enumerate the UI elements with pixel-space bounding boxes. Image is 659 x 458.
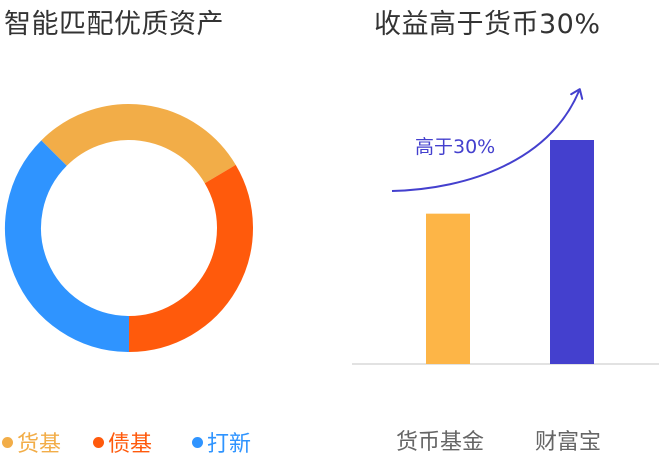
legend-dot-icon [2, 436, 13, 448]
bar-huobi-jijin [426, 213, 470, 364]
x-tick-label: 财富宝 [535, 430, 602, 455]
donut-slice-zhaiji [128, 164, 253, 352]
legend-label: 货基 [17, 432, 62, 457]
left-title: 智能匹配优质资产 [4, 9, 224, 40]
legend-label: 债基 [108, 432, 153, 457]
bar-annotation: 高于30% [415, 136, 495, 158]
legend-item-huoji: 货基 [2, 426, 61, 458]
bar-caifubao [550, 140, 594, 364]
donut-slice-daxin [5, 140, 130, 352]
donut-slice-huoji [41, 104, 236, 184]
right-title: 收益高于货币30% [374, 9, 601, 40]
bar-chart: 高于30% [352, 88, 659, 365]
growth-arrow [391, 88, 584, 192]
legend-dot-icon [93, 436, 104, 448]
legend-dot-icon [192, 436, 203, 448]
donut-chart [5, 104, 253, 352]
legend-item-zhaiji: 债基 [93, 426, 152, 458]
x-tick-label: 货币基金 [396, 430, 485, 455]
legend-label: 打新 [207, 432, 252, 457]
legend-item-daxin: 打新 [192, 426, 251, 458]
